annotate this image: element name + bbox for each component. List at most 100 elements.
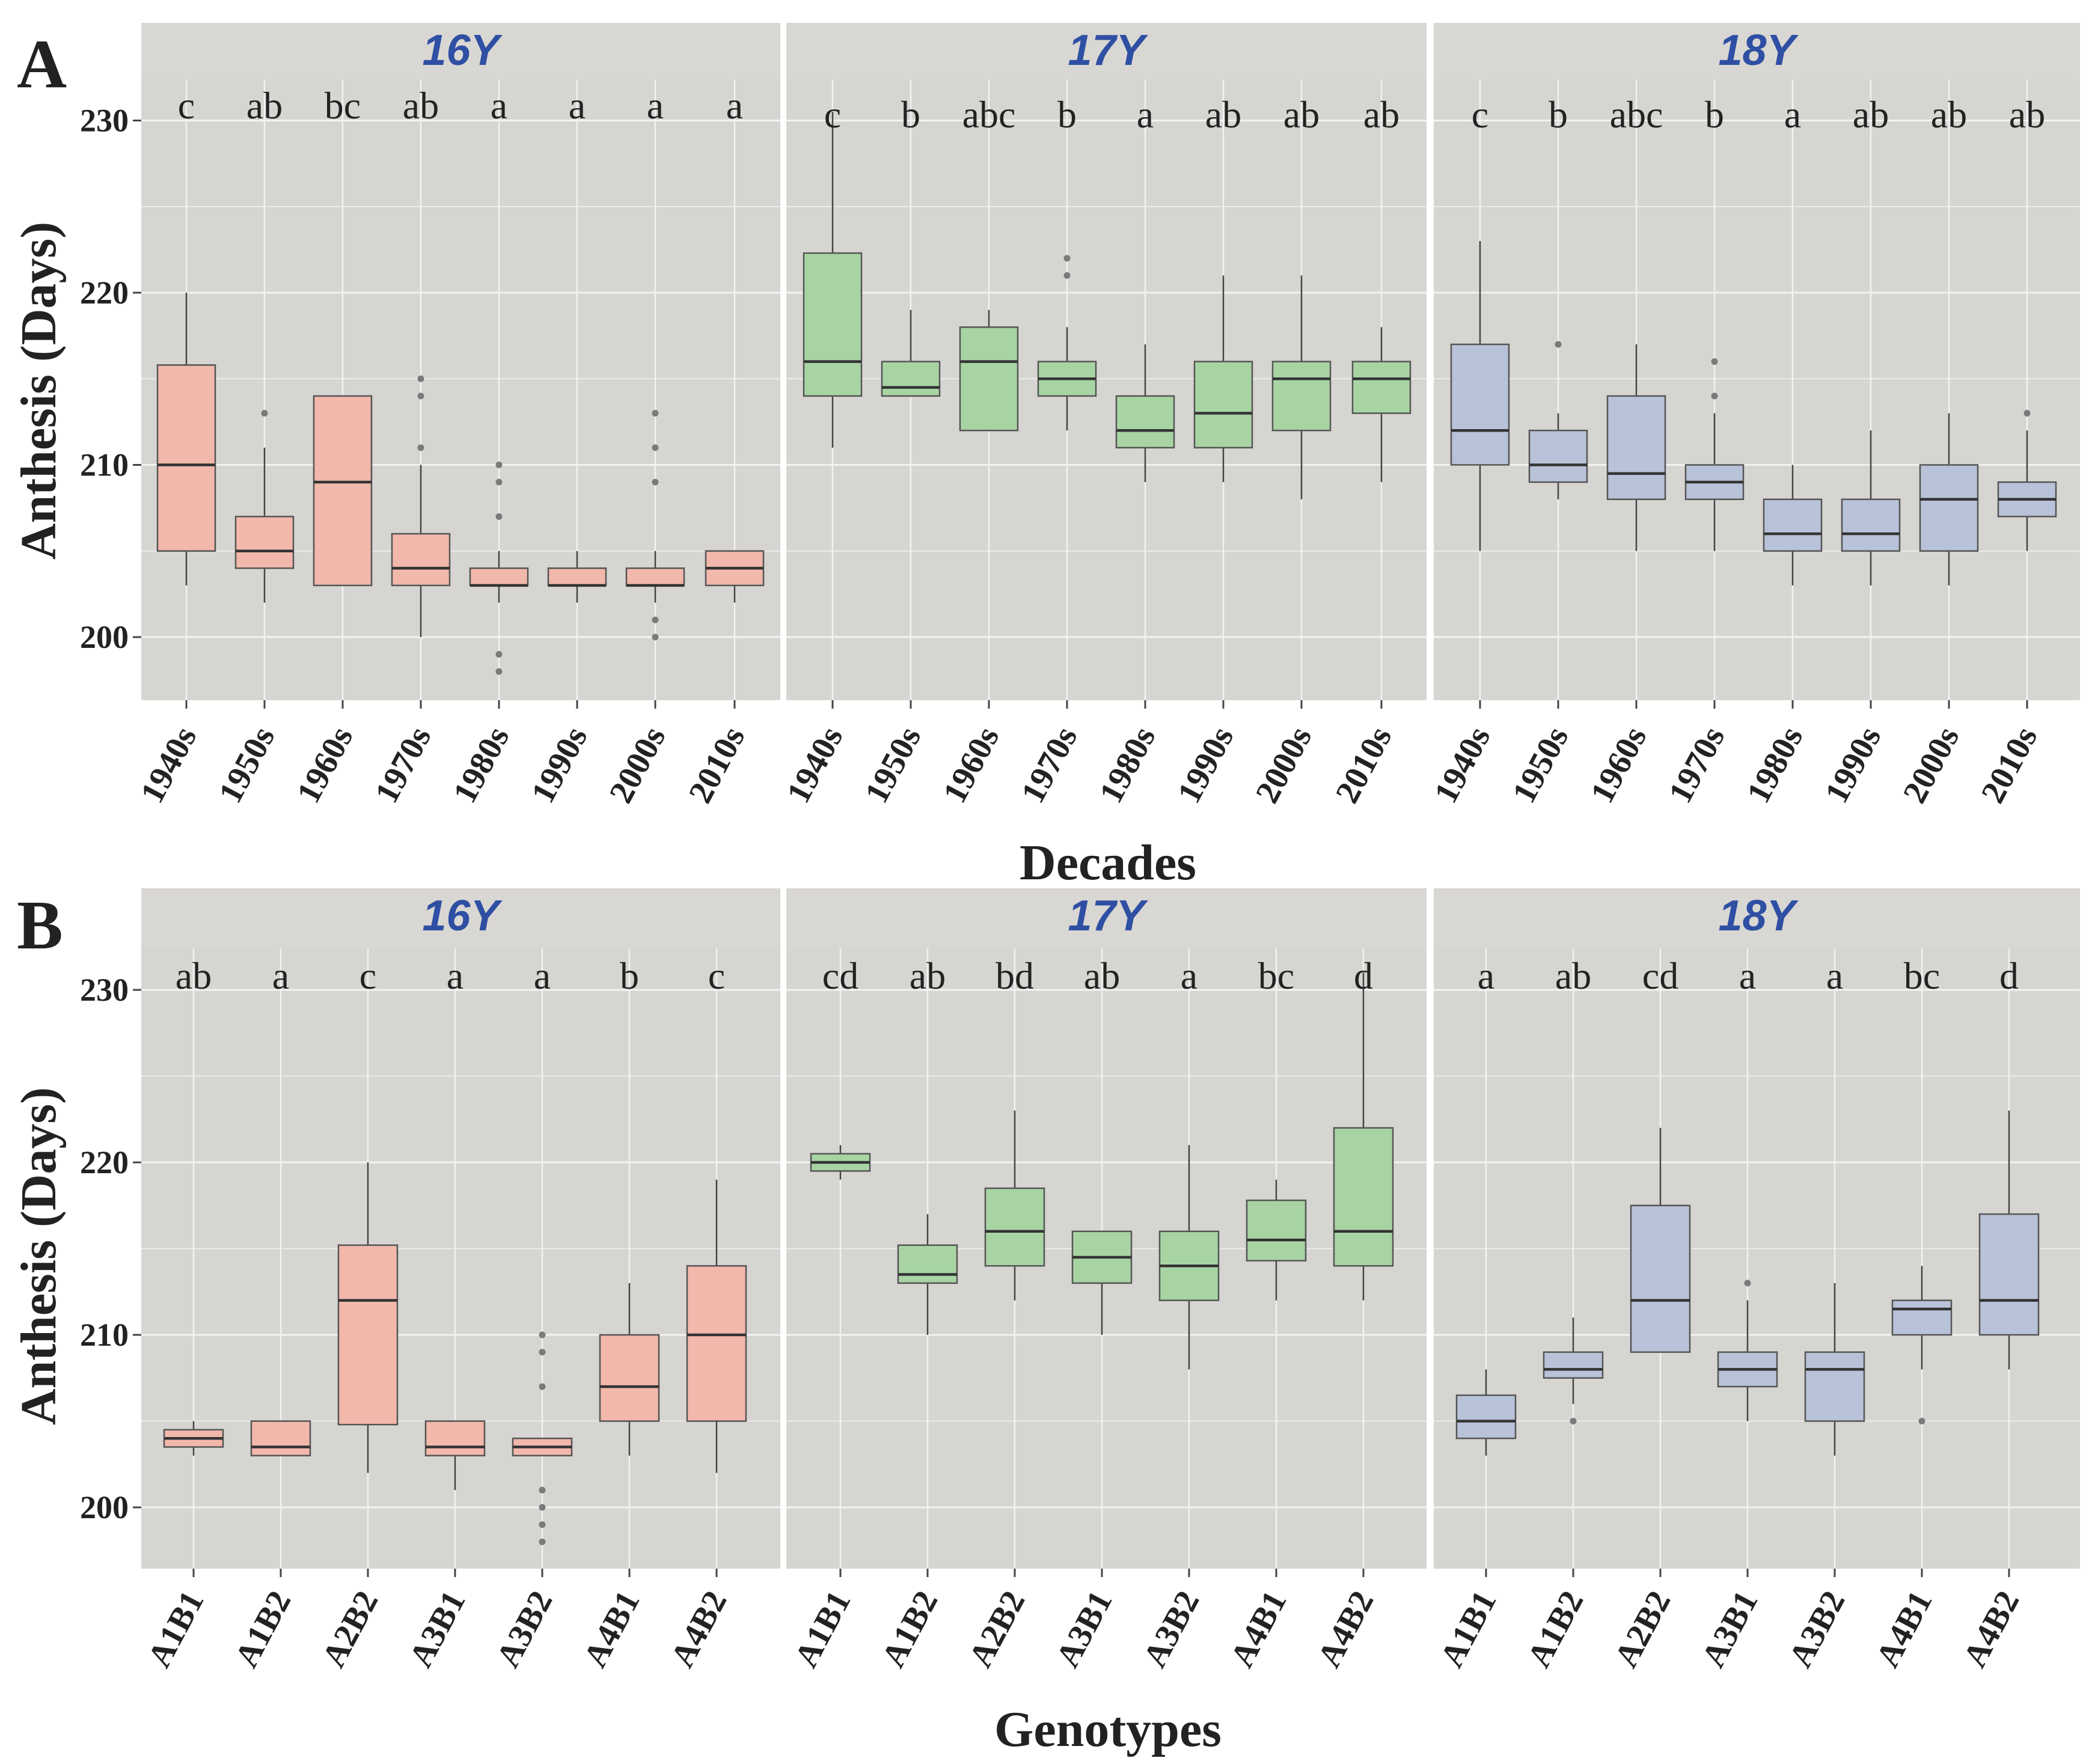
x-tick-label: 2010s — [1974, 721, 2045, 809]
significance-letter: bc — [1904, 954, 1940, 997]
box — [881, 361, 941, 397]
facet-strip-label: 18Y — [1718, 26, 1799, 75]
x-tick-label: A1B2 — [228, 1585, 299, 1673]
outlier-point — [1063, 255, 1071, 262]
x-tick-label: A4B2 — [1311, 1585, 1381, 1673]
significance-letter: b — [1705, 93, 1724, 136]
box — [984, 1187, 1045, 1267]
y-tick-label: 220 — [80, 275, 129, 311]
outlier-point — [1711, 392, 1718, 400]
box — [1246, 1199, 1307, 1262]
box — [1333, 1127, 1394, 1267]
facet-strip — [1434, 888, 2080, 948]
y-tick-label: 210 — [80, 447, 129, 483]
x-axis-title-a: Decades — [1020, 835, 1196, 891]
box — [1804, 1351, 1865, 1422]
y-axis-a: 200 210 220 230 — [80, 103, 141, 655]
significance-letter: ab — [2009, 93, 2045, 136]
x-tick-label: 1970s — [368, 721, 439, 809]
box — [1919, 464, 1979, 552]
significance-letter: abc — [1610, 93, 1663, 136]
outlier-point — [1555, 341, 1562, 348]
significance-letter: b — [1057, 93, 1077, 136]
x-tick-label: A2B2 — [1607, 1585, 1678, 1673]
outlier-point — [1744, 1280, 1751, 1287]
x-tick-label: 2010s — [682, 721, 753, 809]
facet-strip — [141, 23, 780, 79]
significance-letter: a — [726, 84, 743, 127]
box — [1193, 361, 1253, 449]
outlier-point — [652, 444, 659, 451]
plot-background — [1434, 79, 2080, 700]
box — [803, 252, 863, 397]
x-tick-label: A1B1 — [1433, 1585, 1504, 1673]
outlier-point — [417, 444, 424, 451]
significance-letter: ab — [1931, 93, 1967, 136]
x-tick-label: A1B1 — [141, 1585, 212, 1673]
x-tick-label: A2B2 — [315, 1585, 386, 1673]
outlier-point — [495, 651, 503, 658]
outlier-point — [539, 1349, 546, 1356]
significance-letter: ab — [1205, 93, 1241, 136]
box — [337, 1244, 399, 1426]
facet-b-16y: 16Y ab A1B1 a A1B2 c A2B2 a A3B1 a A3B2 b A4B1 c A4B2 — [141, 888, 780, 1673]
facet-a-16y: 16Y c 1940s ab 1950s bc 1960s ab 1970s a 1980s a 199… — [133, 23, 780, 809]
outlier-point — [1063, 272, 1071, 279]
facet-strip — [1434, 23, 2080, 79]
box — [897, 1244, 958, 1284]
x-tick-label: 1970s — [1014, 721, 1085, 809]
significance-letter: c — [359, 954, 376, 997]
box — [424, 1420, 486, 1457]
facet-strip-label: 17Y — [1068, 26, 1148, 75]
box — [547, 567, 607, 587]
box — [1630, 1204, 1691, 1353]
box — [1271, 361, 1332, 432]
x-tick-label: 1950s — [212, 721, 283, 809]
x-tick-label: 1960s — [290, 721, 361, 809]
x-tick-label: 1960s — [936, 721, 1007, 809]
x-tick-label: A3B2 — [1782, 1585, 1853, 1673]
panel-label-a: A — [17, 26, 67, 102]
box — [1763, 498, 1823, 552]
significance-letter: ab — [1555, 954, 1591, 997]
facet-b-17y: 17Y cd A1B1 ab A1B2 bd A2B2 ab A3B1 a A3B2 bc A4B1 d A… — [786, 888, 1427, 1673]
outlier-point — [1711, 358, 1718, 365]
box — [250, 1420, 311, 1457]
box — [469, 567, 529, 587]
box — [313, 395, 373, 587]
box — [1450, 343, 1510, 466]
outlier-point — [495, 462, 503, 468]
x-tick-label: A2B2 — [962, 1585, 1033, 1673]
x-tick-label: A1B1 — [788, 1585, 858, 1673]
significance-letter: a — [647, 84, 664, 127]
significance-letter: ab — [246, 84, 283, 127]
significance-letter: a — [272, 954, 289, 997]
outlier-point — [539, 1538, 546, 1545]
x-tick-label: A1B2 — [1520, 1585, 1591, 1673]
significance-letter: a — [569, 84, 586, 127]
outlier-point — [539, 1504, 546, 1511]
outlier-point — [539, 1486, 546, 1494]
significance-letter: ab — [176, 954, 212, 997]
significance-letter: bc — [325, 84, 361, 127]
significance-letter: a — [534, 954, 551, 997]
outlier-point — [1570, 1418, 1577, 1424]
outlier-point — [539, 1521, 546, 1528]
x-axis-title-b: Genotypes — [994, 1701, 1222, 1757]
x-tick-label: 1980s — [446, 721, 517, 809]
x-tick-label: 1980s — [1740, 721, 1811, 809]
y-axis-title-b: Anthesis (Days) — [11, 1087, 67, 1425]
box — [1841, 498, 1901, 552]
significance-letter: a — [447, 954, 463, 997]
x-tick-label: A1B2 — [875, 1585, 946, 1673]
box — [1891, 1299, 1953, 1336]
significance-letter: d — [1999, 954, 2019, 997]
x-tick-label: A4B2 — [664, 1585, 735, 1673]
significance-letter: b — [1549, 93, 1568, 136]
plot-background — [141, 948, 780, 1569]
outlier-point — [539, 1331, 546, 1338]
x-tick-label: 1990s — [1818, 721, 1889, 809]
x-tick-label: A3B1 — [1049, 1585, 1120, 1673]
box — [391, 533, 451, 587]
